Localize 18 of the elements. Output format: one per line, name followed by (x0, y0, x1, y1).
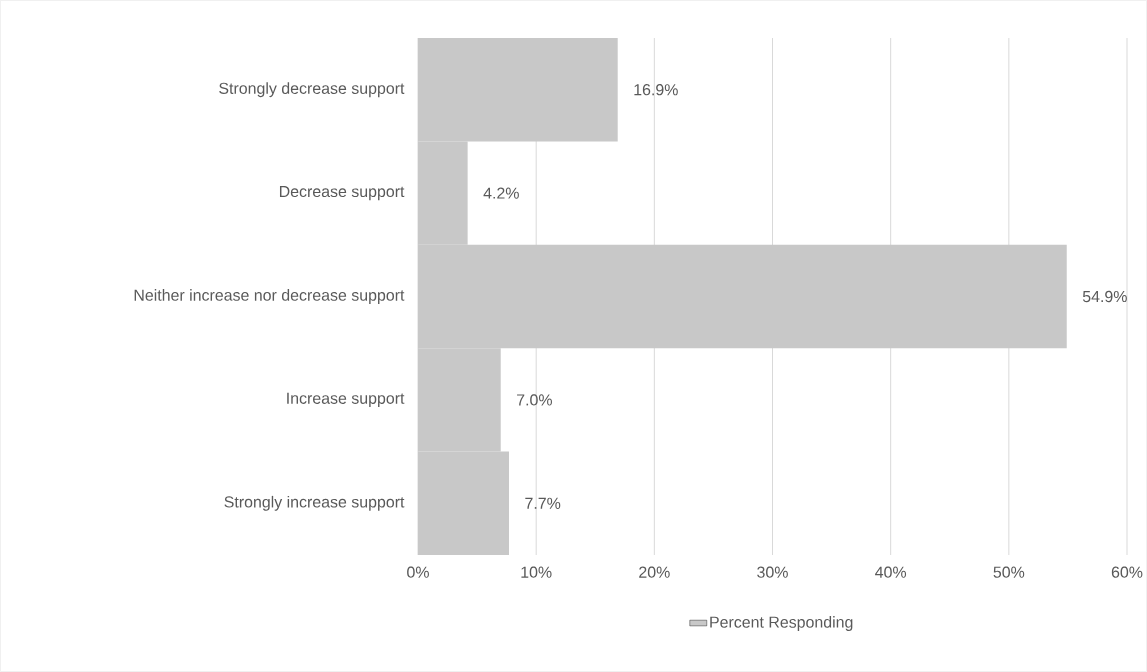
data-label: 16.9% (634, 84, 678, 96)
y-tick-label: Strongly increase support (224, 495, 405, 511)
y-tick-label: Decrease support (279, 185, 405, 201)
data-label: 7.0% (517, 394, 552, 406)
x-tick-label: 0% (407, 566, 429, 578)
x-tick-label: 40% (875, 566, 907, 578)
x-tick-label: 20% (639, 566, 670, 578)
y-tick-label: Increase support (287, 392, 405, 408)
x-tick-label: 50% (993, 566, 1025, 578)
x-tick-label: 60% (1111, 566, 1143, 578)
data-label: 7.7% (525, 497, 561, 509)
x-tick-label: 10% (521, 566, 552, 578)
data-label: 54.9% (1082, 290, 1127, 303)
x-tick-label: 30% (757, 566, 788, 578)
legend-label: Percent Responding (710, 616, 853, 631)
y-tick-label: Strongly decrease support (219, 82, 405, 98)
y-tick-label: Neither increase nor decrease support (134, 289, 405, 304)
data-label: 4.2% (483, 187, 519, 199)
